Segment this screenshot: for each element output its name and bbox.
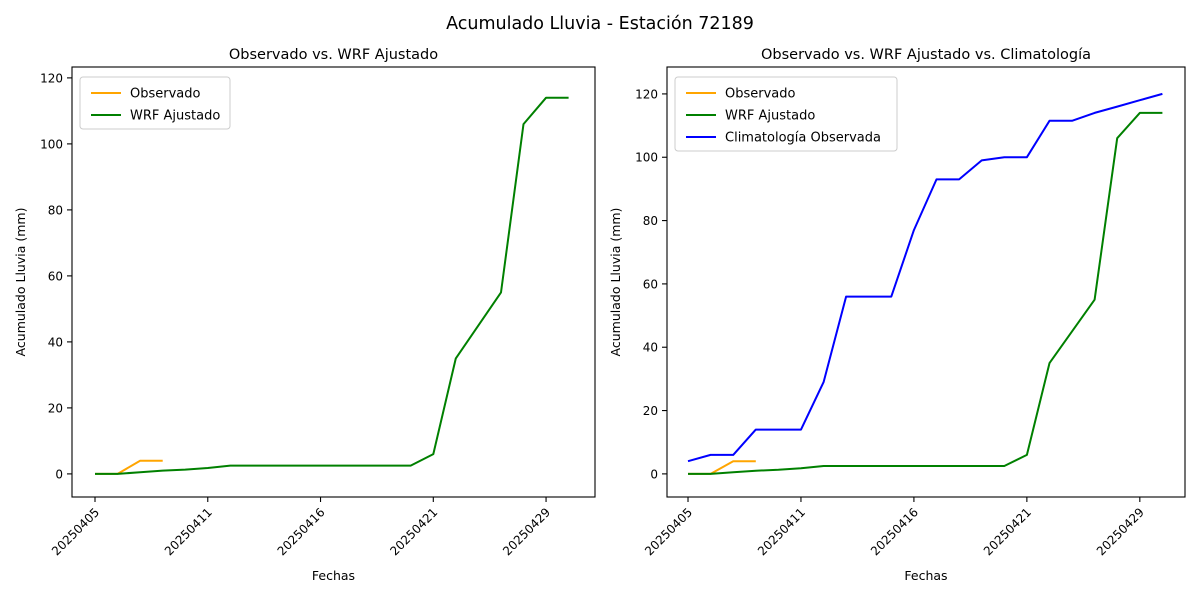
series-line-climatologia-observada <box>687 92 1163 463</box>
x-tick-label: 20250411 <box>755 505 808 558</box>
x-tick-label: 20250421 <box>981 505 1034 558</box>
y-axis-label: Acumulado Lluvia (mm) <box>608 208 623 357</box>
series-line-wrf-ajustado <box>95 96 569 475</box>
y-tick-label: 40 <box>48 335 63 349</box>
legend-label-wrf-ajustado: WRF Ajustado <box>130 109 220 124</box>
chart-title: Observado vs. WRF Ajustado vs. Climatolo… <box>761 47 1091 63</box>
x-tick-label: 20250421 <box>387 505 440 558</box>
x-tick-label: 20250405 <box>642 505 695 558</box>
y-tick-label: 20 <box>48 401 63 415</box>
y-tick-label: 60 <box>643 277 658 291</box>
figure-title: Acumulado Lluvia - Estación 72189 <box>446 14 754 34</box>
x-tick-label: 20250429 <box>500 505 553 558</box>
x-tick-label: 20250429 <box>1094 505 1147 558</box>
right-chart: 20250405 20250411 20250416 20250421 20250429… <box>608 47 1186 583</box>
chart-title: Observado vs. WRF Ajustado <box>229 47 438 63</box>
y-axis-label: Acumulado Lluvia (mm) <box>13 208 28 357</box>
left-chart: 20250405 20250411 20250416 20250421 20250429… <box>13 47 596 583</box>
y-tick-label: 120 <box>40 71 63 85</box>
y-tick-label: 120 <box>635 87 658 101</box>
y-tick-label: 0 <box>55 467 63 481</box>
x-tick-label: 20250405 <box>49 505 102 558</box>
y-tick-label: 0 <box>650 467 658 481</box>
y-tick-label: 80 <box>48 203 63 217</box>
legend-label-wrf-ajustado: WRF Ajustado <box>725 109 815 124</box>
x-tick-label: 20250411 <box>162 505 215 558</box>
legend-label-climatologia-observada: Climatología Observada <box>725 131 881 146</box>
legend-label-observado: Observado <box>130 87 201 102</box>
legend-box <box>674 76 898 152</box>
y-tick-label: 100 <box>40 137 63 151</box>
y-tick-label: 60 <box>48 269 63 283</box>
y-tick-label: 20 <box>643 404 658 418</box>
y-tick-label: 40 <box>643 341 658 355</box>
series-line-wrf-ajustado <box>688 111 1163 475</box>
axes-box <box>666 66 1186 498</box>
x-tick-label: 20250416 <box>275 505 328 558</box>
x-tick-label: 20250416 <box>868 505 921 558</box>
y-tick-label: 100 <box>635 151 658 165</box>
axes-box <box>71 66 596 498</box>
y-tick-label: 80 <box>643 214 658 228</box>
x-axis-label: Fechas <box>904 568 947 583</box>
x-axis-label: Fechas <box>312 568 355 583</box>
legend-label-observado: Observado <box>725 87 796 102</box>
